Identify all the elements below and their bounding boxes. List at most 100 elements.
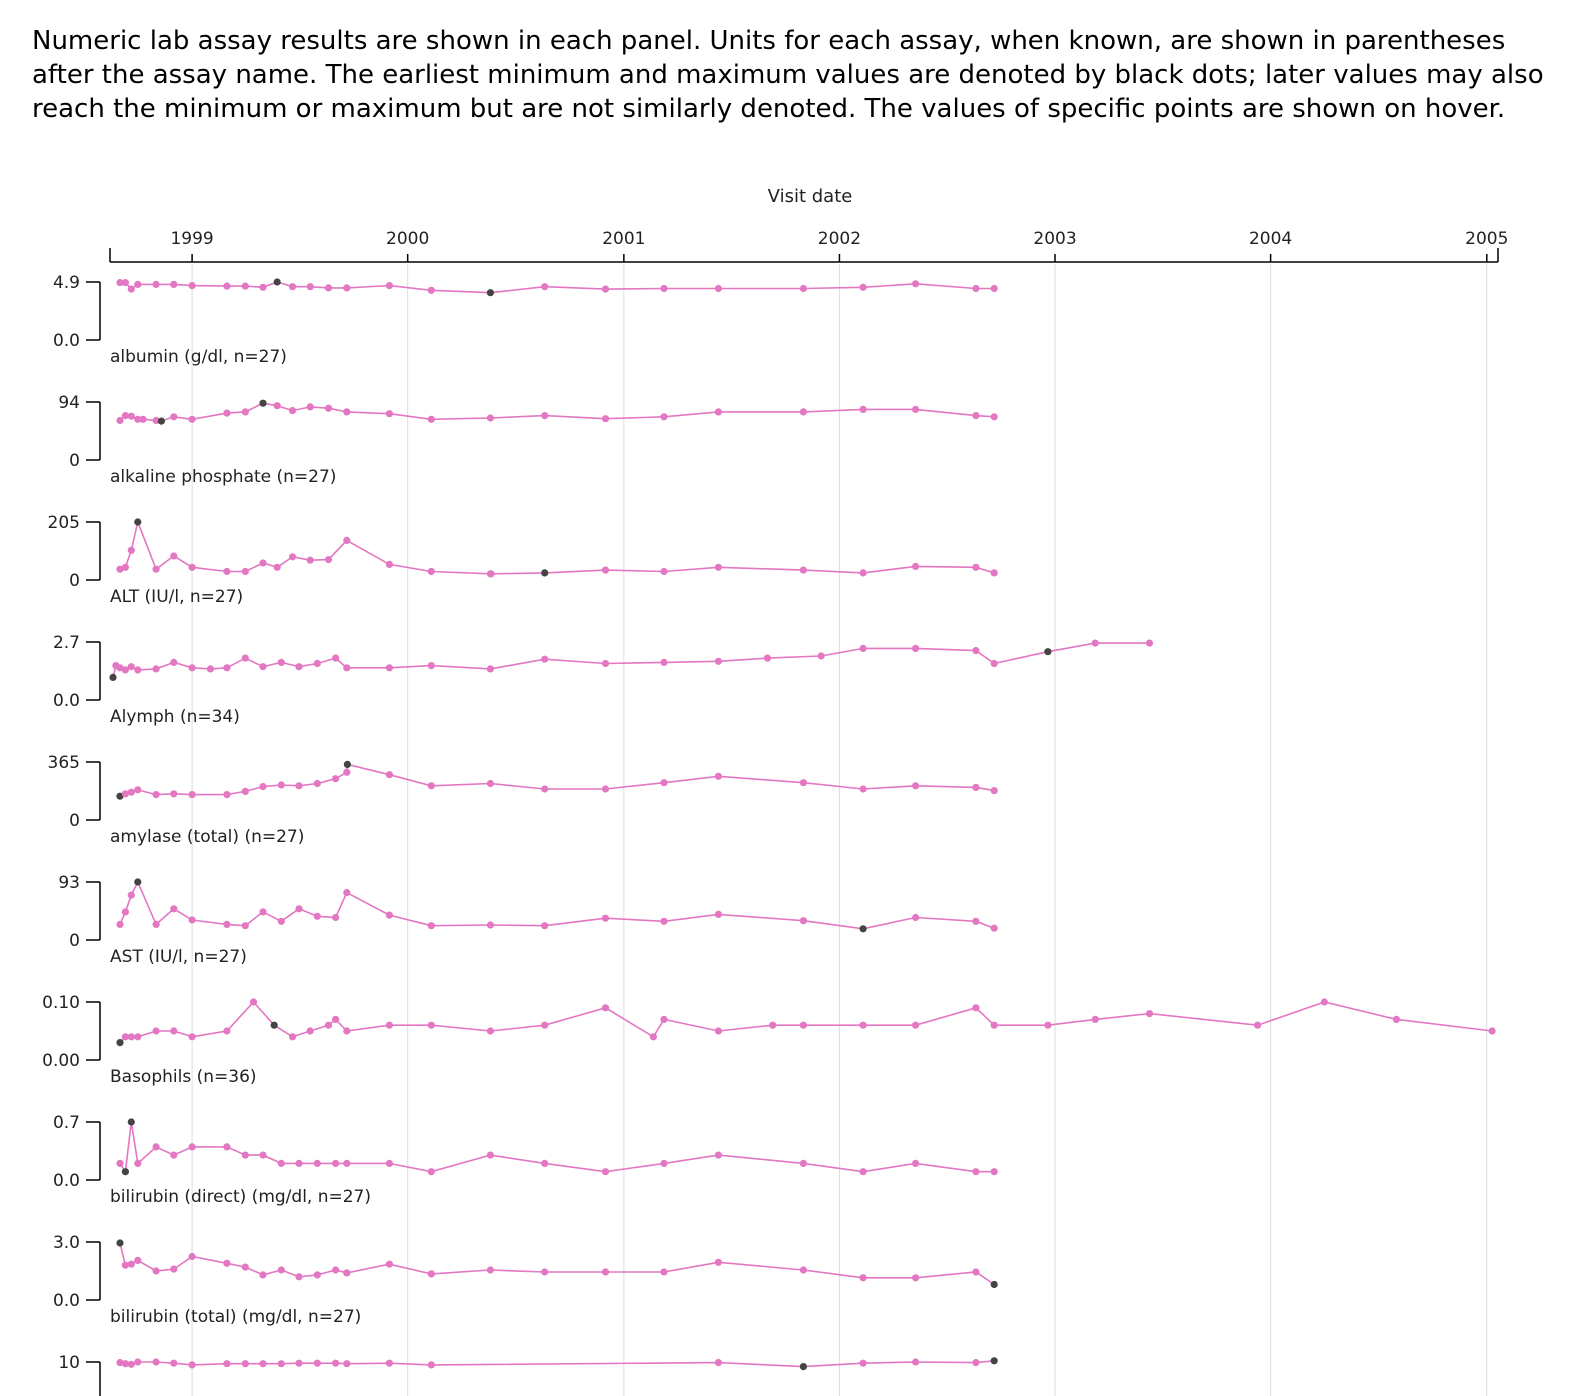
data-point xyxy=(714,1359,723,1367)
assay-label: bilirubin (direct) (mg/dl, n=27) xyxy=(110,1187,371,1207)
y-tick-label-min: 0 xyxy=(69,451,80,471)
min-point xyxy=(121,1168,129,1176)
data-point xyxy=(427,415,435,423)
assay-panel: 4.9 0.0 albumin (g/dl, n=27) xyxy=(53,273,998,367)
data-point xyxy=(249,998,258,1006)
data-point xyxy=(223,282,231,290)
data-point xyxy=(541,785,549,793)
data-point xyxy=(799,408,808,416)
data-point xyxy=(121,1261,129,1269)
data-point xyxy=(601,1168,610,1176)
data-point xyxy=(541,922,549,930)
data-point xyxy=(152,791,160,799)
data-point xyxy=(259,908,267,916)
data-point xyxy=(295,782,303,790)
data-point xyxy=(601,566,610,574)
data-point xyxy=(127,788,135,796)
min-point xyxy=(859,925,867,933)
chart-description: Numeric lab assay results are shown in e… xyxy=(32,26,1544,124)
data-point xyxy=(486,665,494,673)
data-point xyxy=(121,563,129,571)
data-point xyxy=(259,1360,267,1368)
data-point xyxy=(116,416,124,425)
data-point xyxy=(116,1159,124,1167)
assay-panel: 3.0 0.0 bilirubin (total) (mg/dl, n=27) xyxy=(53,1233,998,1327)
data-point xyxy=(170,790,178,798)
data-point xyxy=(332,1359,340,1367)
data-point xyxy=(601,914,610,922)
y-tick-label-min: 0 xyxy=(69,571,80,591)
data-point xyxy=(799,284,808,293)
data-point xyxy=(134,1159,142,1167)
data-point xyxy=(223,1027,231,1035)
data-point xyxy=(385,560,393,569)
data-point xyxy=(714,910,723,919)
data-point xyxy=(121,279,129,287)
data-point xyxy=(714,1027,723,1035)
data-point xyxy=(116,565,124,573)
data-point xyxy=(332,913,340,922)
data-point xyxy=(277,1360,285,1368)
data-point xyxy=(206,665,214,673)
data-point xyxy=(385,410,393,418)
data-point xyxy=(385,911,393,919)
data-point xyxy=(295,1159,303,1167)
data-point xyxy=(972,1168,980,1176)
assay-label: AST (IU/l, n=27) xyxy=(110,947,247,967)
data-point xyxy=(127,1260,135,1268)
data-point xyxy=(288,407,297,415)
data-point xyxy=(427,567,435,576)
data-point xyxy=(427,1270,435,1278)
data-point xyxy=(385,1159,393,1167)
max-point xyxy=(343,760,351,769)
data-point xyxy=(223,664,231,672)
data-point xyxy=(487,570,495,578)
max-point xyxy=(134,518,142,526)
data-point xyxy=(223,409,231,417)
data-point xyxy=(799,917,808,925)
data-point xyxy=(277,781,285,789)
data-point xyxy=(660,779,668,787)
data-point xyxy=(912,1021,920,1029)
data-point xyxy=(990,1021,998,1029)
data-point xyxy=(859,785,867,793)
min-point xyxy=(157,417,165,425)
series-line xyxy=(119,519,995,575)
data-point xyxy=(259,1271,267,1279)
data-point xyxy=(152,920,160,929)
max-point xyxy=(270,1021,278,1029)
data-point xyxy=(486,779,494,788)
data-point xyxy=(912,913,920,922)
series-line xyxy=(119,1000,1493,1044)
y-tick-label-max: 3.0 xyxy=(53,1233,80,1253)
data-point xyxy=(134,1033,142,1041)
assay-panel: 2.7 0.0 Alymph (n=34) xyxy=(53,633,1154,727)
data-point xyxy=(277,917,285,925)
data-point xyxy=(990,284,998,293)
data-point xyxy=(188,664,196,672)
data-point xyxy=(385,1260,393,1268)
data-point xyxy=(313,1359,321,1367)
max-point xyxy=(273,278,281,286)
y-tick-label-max: 93 xyxy=(58,873,80,893)
data-point xyxy=(912,1159,920,1167)
data-point xyxy=(859,644,867,653)
data-point xyxy=(1488,1027,1496,1035)
data-point xyxy=(486,1266,494,1274)
data-point xyxy=(343,889,351,897)
data-point xyxy=(295,1359,303,1367)
series-line xyxy=(119,1121,995,1174)
data-point xyxy=(660,658,668,667)
min-point xyxy=(799,1363,808,1371)
data-point xyxy=(127,546,135,554)
data-point xyxy=(306,556,314,564)
assay-label: amylase (total) (n=27) xyxy=(110,827,304,847)
data-point xyxy=(912,280,920,288)
data-point xyxy=(170,552,178,560)
data-point xyxy=(152,280,160,288)
data-point xyxy=(990,924,998,932)
min-point xyxy=(109,673,117,682)
data-point xyxy=(121,1033,129,1041)
data-point xyxy=(277,1266,285,1274)
y-tick-label-min: 0 xyxy=(69,811,80,831)
